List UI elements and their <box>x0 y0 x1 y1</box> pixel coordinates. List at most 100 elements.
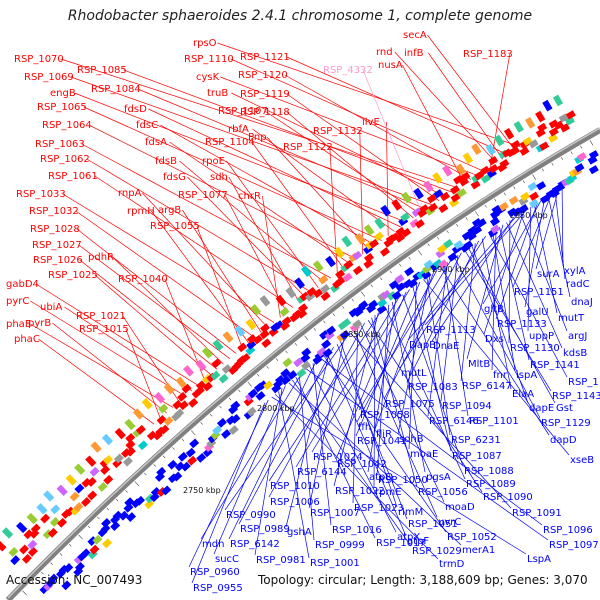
gene-label-rsp-1061[interactable]: RSP_1061 <box>48 171 98 182</box>
gene-label-xseb[interactable]: xseB <box>570 455 594 466</box>
gene-label-rsp-1110[interactable]: RSP_1110 <box>184 54 234 65</box>
gene-label-rpoe[interactable]: rpoE <box>202 156 225 167</box>
gene-label-rsp-1069[interactable]: RSP_1069 <box>24 72 74 83</box>
gene-label-fdsb[interactable]: fdsB <box>155 156 177 167</box>
gene-label-rsp-1087[interactable]: RSP_1087 <box>452 451 502 462</box>
gene-label-trub[interactable]: truB <box>207 88 228 99</box>
gene-label-dape[interactable]: dapE <box>529 403 554 414</box>
gene-label-rnpa[interactable]: rnpA <box>118 188 142 199</box>
gene-label-dapd[interactable]: dapD <box>550 435 577 446</box>
gene-label-trmd[interactable]: trmD <box>439 559 465 570</box>
gene-label-argb[interactable]: argB <box>158 205 181 216</box>
gene-label-rsp-0960[interactable]: RSP_0960 <box>190 567 240 578</box>
gene-label-rsp-1022[interactable]: RSP_1022 <box>335 486 385 497</box>
gene-label-pyrb[interactable]: pyrB <box>28 318 51 329</box>
gene-label-kdsb[interactable]: kdsB <box>563 348 587 359</box>
gene-label-cysk[interactable]: cysK <box>196 72 220 83</box>
gene-label-rsp-1027[interactable]: RSP_1027 <box>32 240 82 251</box>
gene-label-rsp-1015[interactable]: RSP_1015 <box>79 324 129 335</box>
gene-label-dapb[interactable]: DapB <box>409 340 436 351</box>
gene-label-rbfa[interactable]: rbfA <box>228 124 249 135</box>
gene-label-rsp-1033[interactable]: RSP_1033 <box>16 189 66 200</box>
gene-label-rpso[interactable]: rpsO <box>193 38 217 49</box>
gene-label-rsp-0999[interactable]: RSP_0999 <box>315 540 365 551</box>
gene-label-mdh[interactable]: mdh <box>202 539 224 550</box>
gene-label-moad[interactable]: moaD <box>445 502 475 513</box>
gene-label-phae[interactable]: phaE <box>6 319 31 330</box>
gene-label-rsp-1133[interactable]: RSP_1133 <box>497 319 547 330</box>
gene-label-rsp-1063[interactable]: RSP_1063 <box>35 139 85 150</box>
gene-label-rsp-1090[interactable]: RSP_1090 <box>483 492 533 503</box>
gene-label-pgsa[interactable]: pgsA <box>426 472 451 483</box>
gene-label-rsp-1001[interactable]: RSP_1001 <box>310 558 360 569</box>
gene-label-rsp-1064[interactable]: RSP_1064 <box>42 120 92 131</box>
gene-label-rsp-1040[interactable]: RSP_1040 <box>118 274 168 285</box>
gene-label-rsp-1104[interactable]: RSP_1104 <box>205 137 255 148</box>
gene-label-rsp-1118[interactable]: RSP_1118 <box>240 107 290 118</box>
gene-label-elaa[interactable]: ElaA <box>512 389 534 400</box>
gene-label-rimm[interactable]: rimM <box>398 507 423 518</box>
gene-label-dnaj[interactable]: dnaJ <box>571 297 593 308</box>
gene-label-rsp-1025[interactable]: RSP_1025 <box>48 270 98 281</box>
gene-label-rsp-1052[interactable]: RSP_1052 <box>447 532 497 543</box>
gene-label-rsp-1089[interactable]: RSP_1089 <box>466 479 516 490</box>
gene-label-lspa[interactable]: LspA <box>527 554 551 565</box>
gene-label-infb[interactable]: infB <box>404 48 424 59</box>
gene-label-fdsc[interactable]: fdsC <box>136 120 158 131</box>
gene-label-gltb[interactable]: gltB <box>484 304 504 315</box>
gene-label-rsp-1077[interactable]: RSP_1077 <box>178 190 228 201</box>
gene-label-dnae[interactable]: DnaE <box>433 341 459 352</box>
gene-label-phac[interactable]: phaC <box>14 334 40 345</box>
gene-label-ffh[interactable]: ffh <box>358 422 371 433</box>
gene-label-fdsa[interactable]: fdsA <box>145 137 167 148</box>
gene-label-atpd[interactable]: atpD <box>369 472 393 483</box>
gene-label-ubia[interactable]: ubiA <box>40 302 62 313</box>
gene-label-rpme[interactable]: rpmE <box>375 487 402 498</box>
gene-label-rsp-1132[interactable]: RSP_1132 <box>313 126 363 137</box>
gene-label-mltb[interactable]: MltB <box>468 359 490 370</box>
gene-label-pyrc[interactable]: pyrC <box>6 296 29 307</box>
gene-label-uvrc[interactable]: uvrC <box>438 517 461 528</box>
gene-label-rsp-1051[interactable]: RSP_1051 <box>408 519 458 530</box>
gene-label-uppp[interactable]: uppP <box>529 331 554 342</box>
gene-label-rsp-0981[interactable]: RSP_0981 <box>256 555 306 566</box>
gene-label-rsp-1094[interactable]: RSP_1094 <box>442 401 492 412</box>
gene-label-rsp-0989[interactable]: RSP_0989 <box>240 524 290 535</box>
gene-label-rsp-1129[interactable]: RSP_1129 <box>541 418 591 429</box>
gene-label-flir[interactable]: fliR <box>376 429 392 440</box>
gene-label-rsp-1017[interactable]: RSP_1017 <box>376 538 426 549</box>
gene-label-rsp-6231[interactable]: RSP_6231 <box>451 435 501 446</box>
gene-label-rsp-1113[interactable]: RSP_1113 <box>426 325 476 336</box>
gene-label-rsp-1055[interactable]: RSP_1055 <box>150 221 200 232</box>
gene-label-fnr[interactable]: fnr <box>493 370 508 381</box>
gene-label-rsp-1085[interactable]: RSP_1085 <box>77 65 127 76</box>
gene-label-rsp-6144[interactable]: RSP_6144 <box>297 467 347 478</box>
gene-label-rsp-1083[interactable]: RSP_1083 <box>408 382 458 393</box>
gene-label-rsp-1091[interactable]: RSP_1091 <box>512 508 562 519</box>
gene-label-rsp-1062[interactable]: RSP_1062 <box>40 154 90 165</box>
gene-label-fdsg[interactable]: fdsG <box>163 172 186 183</box>
gene-label-rsp-0955[interactable]: RSP_0955 <box>193 583 243 594</box>
gene-label-rsp-6147[interactable]: RSP_6147 <box>462 381 512 392</box>
gene-label-rnd[interactable]: rnd <box>376 47 393 58</box>
gene-label-rsp-6146[interactable]: RSP_6146 <box>429 416 479 427</box>
gene-label-rsp-1056[interactable]: RSP_1056 <box>418 487 468 498</box>
gene-label-rsp-1007[interactable]: RSP_1007 <box>310 508 360 519</box>
gene-label-rsp-1028[interactable]: RSP_1028 <box>30 224 80 235</box>
gene-label-rsp-1121[interactable]: RSP_1121 <box>240 52 290 63</box>
gene-label-rsp-1183[interactable]: RSP_1183 <box>463 49 513 60</box>
gene-label-mutt[interactable]: mutT <box>558 313 585 324</box>
gene-label-rsp-1023[interactable]: RSP_1023 <box>354 503 404 514</box>
gene-label-fdsd[interactable]: fdsD <box>124 104 147 115</box>
gene-label-nusa[interactable]: nusA <box>378 60 403 71</box>
gene-label-rsp-1006[interactable]: RSP_1006 <box>270 497 320 508</box>
gene-label-rsp-1041[interactable]: RSP_1041 <box>357 436 407 447</box>
gene-label-rsp-0990[interactable]: RSP_0990 <box>226 510 276 521</box>
gene-label-rsp-1143[interactable]: RSP_1143 <box>552 391 600 402</box>
gene-label-rsp-1119[interactable]: RSP_1119 <box>240 89 290 100</box>
gene-label-rsp-1101[interactable]: RSP_1101 <box>469 416 519 427</box>
gene-label-rsp-1042[interactable]: RSP_1042 <box>337 459 387 470</box>
gene-label-rsp-4332[interactable]: RSP_4332 <box>323 65 373 76</box>
gene-label-ispa[interactable]: ispA <box>516 370 537 381</box>
gene-label-atpx[interactable]: atpX <box>397 532 420 543</box>
